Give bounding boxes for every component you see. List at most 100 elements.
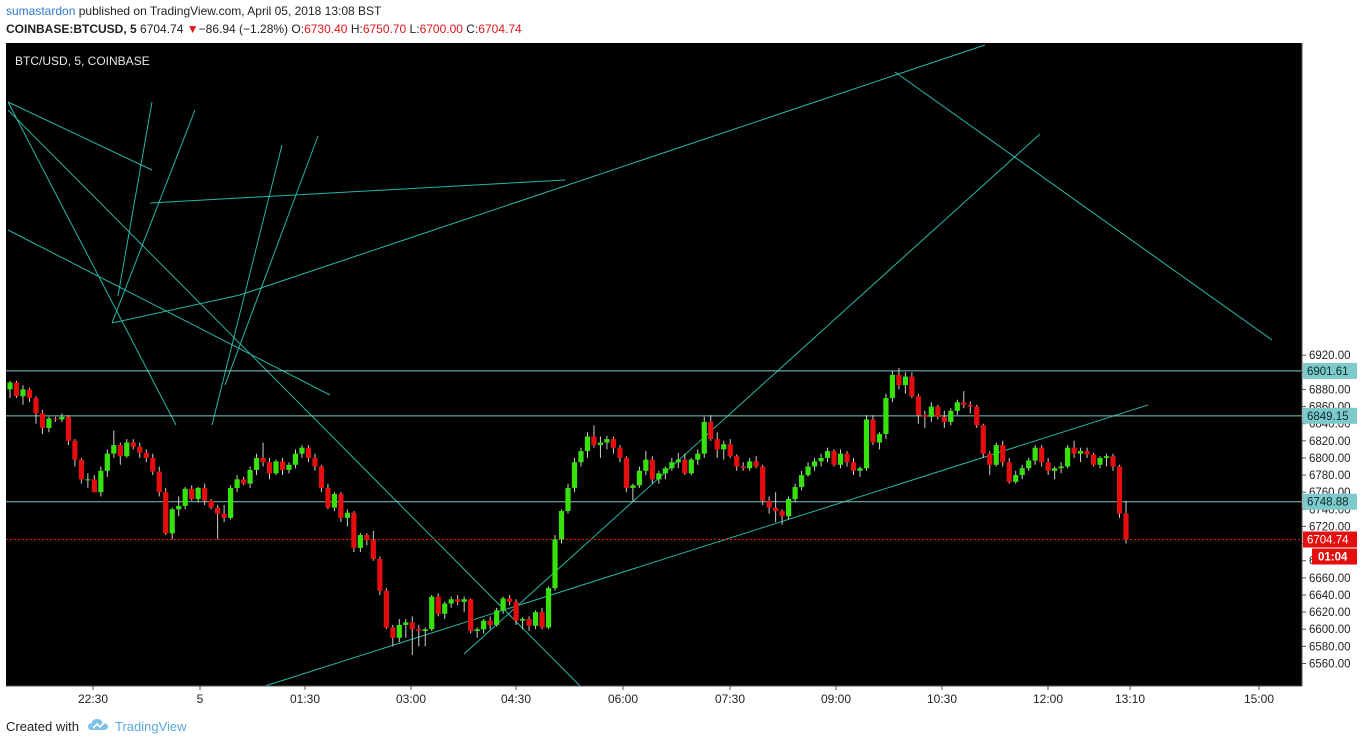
candle-body [117, 445, 123, 457]
close-value: 6704.74 [478, 22, 522, 36]
candle-body [935, 406, 941, 417]
candle-body [318, 466, 325, 488]
low-label: L: [409, 22, 420, 36]
level-tag-2-label: 6748.88 [1307, 497, 1349, 509]
candle-body [1123, 513, 1129, 540]
level-tag-0-label: 6901.61 [1307, 366, 1349, 378]
candle-body [260, 457, 266, 463]
plot-area[interactable] [6, 43, 1302, 686]
candle-body [623, 457, 629, 488]
candle-body [1058, 466, 1064, 469]
candle-body [13, 382, 20, 397]
candle-body [1077, 451, 1084, 454]
candle-body [266, 462, 273, 474]
price-tick-label: 6720.00 [1309, 521, 1351, 533]
candle-body [948, 410, 954, 422]
candle-body [727, 444, 733, 457]
candle-body [370, 540, 376, 560]
candle-body [26, 389, 33, 398]
candle-body [91, 479, 97, 493]
candle-body [468, 599, 474, 631]
symbol-interval: COINBASE:BTCUSD, 5 [6, 22, 137, 36]
candle-body [883, 397, 889, 434]
candle-body [396, 624, 402, 638]
trendline-7 [894, 71, 1273, 341]
candle-body [954, 402, 960, 411]
candle-body [526, 618, 532, 626]
time-tick-label: 22:30 [78, 692, 108, 706]
publish-info: sumastardon published on TradingView.com… [6, 4, 381, 18]
candle-body [597, 442, 604, 446]
candles [7, 368, 1129, 655]
high-label: H: [350, 22, 363, 36]
price-tick-label: 6660.00 [1309, 573, 1351, 585]
candle-body [150, 457, 156, 472]
close-label: C: [466, 22, 479, 36]
published-text: published on TradingView.com, April 05, … [78, 4, 382, 18]
candle-body [422, 629, 428, 631]
candle-body [967, 404, 973, 407]
candle-body [202, 487, 208, 501]
candle-body [1039, 447, 1045, 463]
candle-body [980, 425, 986, 454]
last-price-text: 6704.74 [140, 22, 184, 36]
candle-body [824, 451, 831, 458]
level-tag-1-bg [1303, 407, 1357, 424]
candle-body [390, 627, 396, 638]
price-tick-label: 6920.00 [1309, 350, 1351, 362]
candle-body [111, 445, 117, 454]
time-ticks: 22:30 5 01:30 03:00 04:30 06:00 07:30 09:00 10:3… [6, 685, 1302, 706]
candle-body [448, 599, 454, 604]
candle-body [604, 439, 610, 443]
candle-body [818, 457, 824, 462]
candle-body [357, 535, 363, 548]
candle-body [1019, 468, 1025, 476]
time-tick-label: 06:00 [608, 692, 638, 706]
candle-body [409, 622, 415, 630]
candle-body [1084, 451, 1090, 455]
author-link[interactable]: sumastardon [6, 4, 76, 18]
candle-body [208, 500, 214, 508]
time-tick-label: 13:10 [1115, 692, 1145, 706]
candle-body [182, 488, 188, 506]
time-axis[interactable] [6, 686, 1302, 710]
candle-body [896, 374, 902, 386]
candle-body [221, 513, 227, 518]
candle-body [195, 487, 201, 500]
tradingview-brand[interactable]: TradingView [114, 719, 187, 734]
price-tick-label: 6780.00 [1309, 470, 1351, 482]
candle-body [500, 598, 506, 611]
candle-body [669, 462, 675, 469]
trendline-9 [111, 109, 196, 324]
candle-body [552, 539, 558, 589]
last-price-tag-label: 6704.74 [1307, 535, 1349, 547]
candle-body [189, 488, 195, 500]
candle-body [993, 445, 999, 465]
open-label: O: [291, 22, 305, 36]
candle-body [104, 453, 110, 471]
candle-body [779, 511, 785, 517]
candle-body [837, 453, 844, 465]
candle-body [889, 374, 896, 398]
candle-body [344, 512, 350, 518]
candle-body [773, 507, 779, 512]
candle-body [46, 418, 52, 428]
candle-body [507, 598, 513, 602]
candle-body [240, 479, 247, 484]
candle-body [870, 419, 876, 443]
open-value: 6730.40 [304, 22, 348, 36]
candle-body [383, 590, 389, 628]
candle-body [351, 512, 357, 548]
trendline-11 [211, 144, 283, 426]
price-tick-label: 6820.00 [1309, 436, 1351, 448]
time-tick-label: 07:30 [715, 692, 745, 706]
candle-body [558, 511, 565, 540]
candle-body [1032, 447, 1038, 461]
candle-body [714, 439, 720, 450]
candle-body [228, 487, 234, 518]
candle-body [701, 421, 707, 454]
candle-body [279, 461, 286, 470]
candle-body [292, 453, 299, 465]
candle-body [831, 451, 837, 465]
